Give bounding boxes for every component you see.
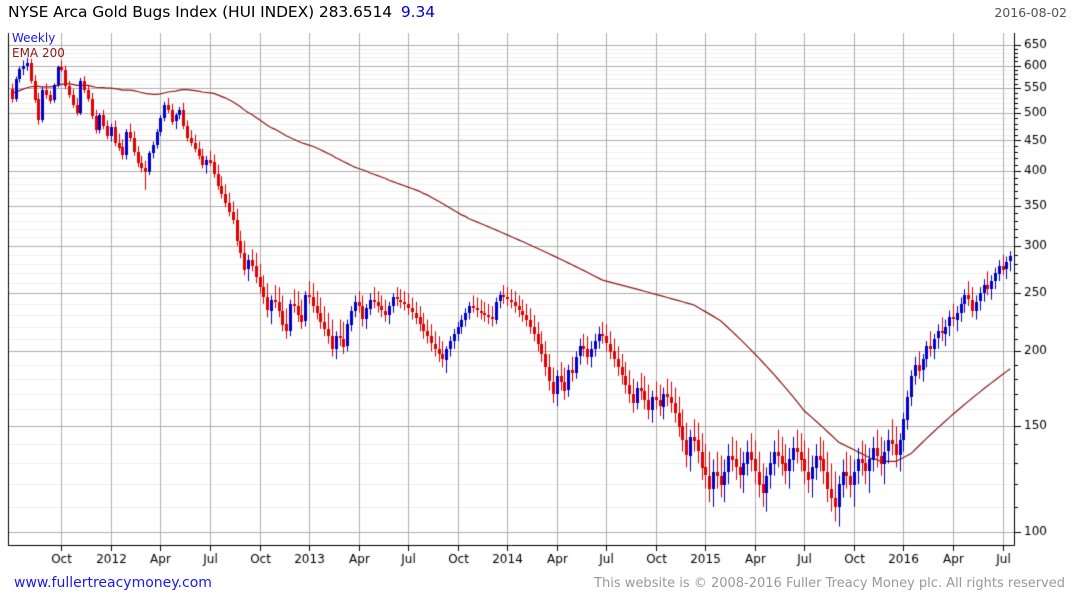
instrument-name: NYSE Arca Gold Bugs Index (HUI INDEX) [8,3,315,21]
site-link[interactable]: www.fullertreacymoney.com [14,575,212,591]
chart-header: NYSE Arca Gold Bugs Index (HUI INDEX) 28… [0,0,1075,28]
chart-container[interactable]: Weekly EMA 200 [0,28,1075,573]
last-price: 283.6514 [318,3,393,21]
copyright-notice: This website is © 2008-2016 Fuller Treac… [594,576,1065,591]
chart-footer: www.fullertreacymoney.com This website i… [0,572,1075,600]
price-change: 9.34 [400,3,436,21]
chart-date: 2016-08-02 [994,5,1067,20]
price-chart-canvas[interactable] [0,28,1075,573]
page-title: NYSE Arca Gold Bugs Index (HUI INDEX) 28… [8,3,435,21]
